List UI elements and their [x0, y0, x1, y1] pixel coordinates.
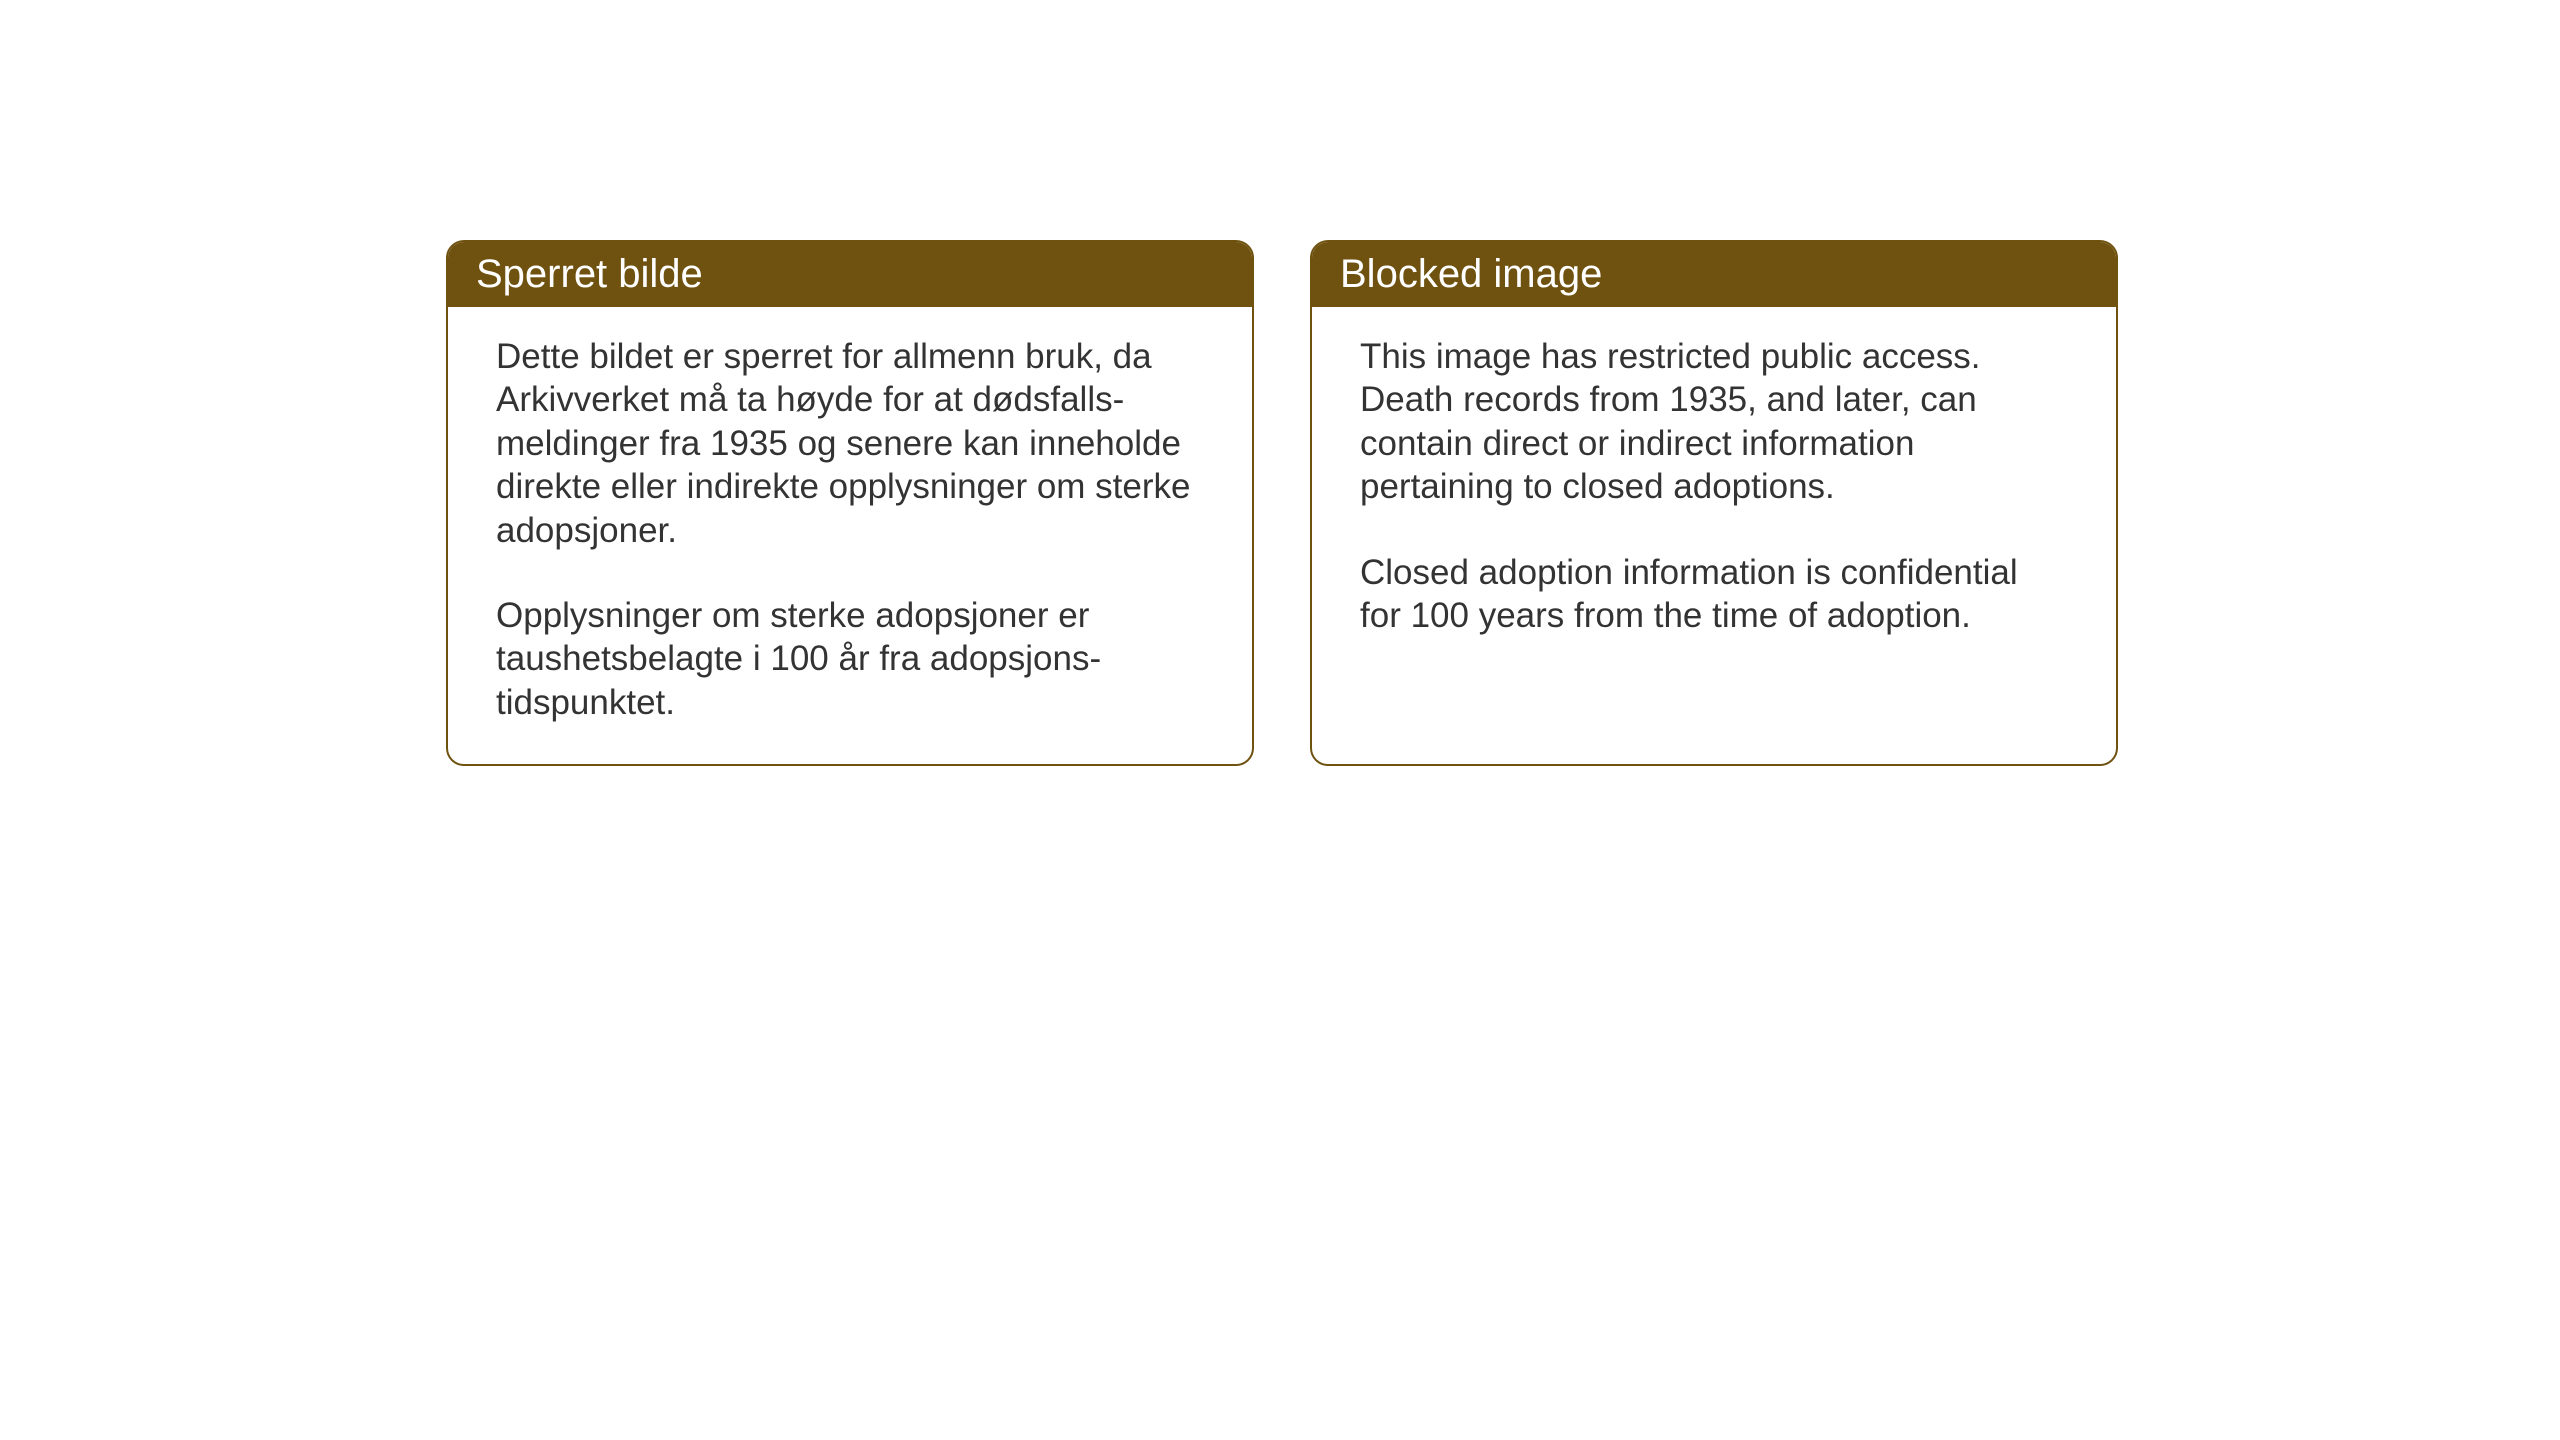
card-norwegian: Sperret bilde Dette bildet er sperret fo… — [446, 240, 1254, 766]
card-title-english: Blocked image — [1340, 252, 1602, 296]
cards-container: Sperret bilde Dette bildet er sperret fo… — [446, 240, 2118, 766]
card-body-english: This image has restricted public access.… — [1312, 307, 2116, 677]
card-header-norwegian: Sperret bilde — [448, 242, 1252, 307]
paragraph-2-english: Closed adoption information is confident… — [1360, 551, 2068, 638]
card-header-english: Blocked image — [1312, 242, 2116, 307]
paragraph-1-english: This image has restricted public access.… — [1360, 335, 2068, 509]
card-body-norwegian: Dette bildet er sperret for allmenn bruk… — [448, 307, 1252, 764]
paragraph-1-norwegian: Dette bildet er sperret for allmenn bruk… — [496, 335, 1204, 552]
card-english: Blocked image This image has restricted … — [1310, 240, 2118, 766]
paragraph-2-norwegian: Opplysninger om sterke adopsjoner er tau… — [496, 594, 1204, 724]
card-title-norwegian: Sperret bilde — [476, 252, 703, 296]
